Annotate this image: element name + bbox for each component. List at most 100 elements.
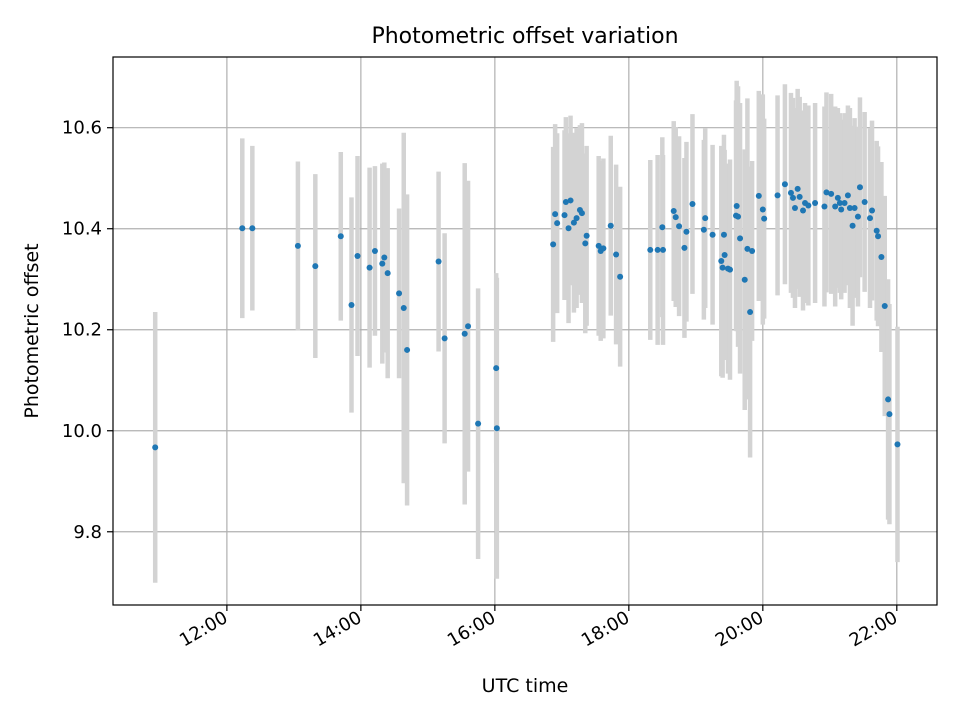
data-point (647, 246, 654, 253)
data-point (441, 335, 448, 342)
data-point (878, 254, 885, 261)
y-tick-label: 10.6 (62, 118, 102, 139)
data-point (812, 199, 819, 206)
plot-frame (112, 56, 938, 606)
data-point (600, 245, 607, 252)
y-axis-label: Photometric offset (21, 243, 43, 418)
data-point (774, 192, 781, 199)
data-point (737, 235, 744, 242)
data-point (747, 309, 754, 316)
y-tick-label: 10.2 (62, 320, 102, 341)
data-point (846, 205, 853, 212)
data-point (617, 273, 624, 280)
data-point (595, 242, 602, 249)
data-point (789, 194, 796, 201)
data-point (493, 365, 500, 372)
data-point (844, 192, 851, 199)
data-point (672, 214, 679, 221)
data-point (894, 441, 901, 448)
data-point (659, 224, 666, 231)
data-point (849, 222, 856, 229)
data-point (741, 276, 748, 283)
data-point (791, 205, 798, 212)
data-point (475, 420, 482, 427)
data-point (805, 202, 812, 209)
data-point (832, 203, 839, 210)
data-point (841, 199, 848, 206)
data-point (800, 207, 807, 214)
data-point (381, 254, 388, 261)
data-point (239, 225, 246, 232)
data-point (867, 215, 874, 222)
data-point (552, 211, 559, 218)
data-point (861, 198, 868, 205)
data-point (828, 190, 835, 197)
data-point (249, 225, 256, 232)
data-point (823, 189, 830, 196)
data-point (676, 223, 683, 230)
data-point (294, 242, 301, 249)
data-point (681, 244, 688, 251)
data-point (700, 226, 707, 233)
data-point (854, 213, 861, 220)
data-point (554, 220, 561, 227)
data-point (759, 206, 766, 213)
data-point (881, 302, 888, 309)
y-axis-ticks: 9.8 10.0 10.2 10.4 10.6 (62, 118, 113, 543)
y-tick-label: 10.0 (62, 421, 102, 442)
data-point (744, 245, 751, 252)
data-point (761, 215, 768, 222)
y-tick-label: 10.4 (62, 219, 102, 240)
data-point (384, 270, 391, 277)
data-point (702, 215, 709, 222)
data-point (836, 199, 843, 206)
data-point (834, 194, 841, 201)
data-point (794, 185, 801, 192)
data-point (709, 231, 716, 238)
data-point (654, 246, 661, 253)
data-point (733, 202, 740, 209)
data-point (719, 264, 726, 271)
data-point (796, 193, 803, 200)
data-point (493, 425, 500, 432)
data-point (755, 192, 762, 199)
x-axis-label: UTC time (482, 675, 569, 697)
data-point (366, 264, 373, 271)
data-point (582, 240, 589, 247)
data-point (886, 411, 893, 418)
data-point (720, 231, 727, 238)
data-point (567, 197, 574, 204)
y-tick-label: 9.8 (73, 522, 102, 543)
data-point (683, 228, 690, 235)
data-point (718, 258, 725, 265)
data-point (613, 251, 620, 258)
data-point (561, 212, 568, 219)
data-point (851, 205, 858, 212)
data-point (838, 206, 845, 213)
data-point (670, 208, 677, 215)
data-point (721, 251, 728, 258)
data-point (660, 246, 667, 253)
data-point (781, 181, 788, 188)
data-point (312, 263, 319, 270)
data-point (562, 198, 569, 205)
data-point (821, 203, 828, 210)
chart-title: Photometric offset variation (371, 24, 678, 49)
data-point (885, 396, 892, 403)
data-point (573, 215, 580, 222)
data-point (873, 227, 880, 234)
data-point (400, 305, 407, 312)
data-point (856, 184, 863, 191)
data-point (869, 207, 876, 214)
data-point (152, 444, 159, 451)
data-point (337, 233, 344, 240)
data-point (435, 258, 442, 265)
data-point (354, 252, 361, 259)
data-point (607, 222, 614, 229)
data-point (583, 232, 590, 239)
data-point (787, 189, 794, 196)
data-point (875, 233, 882, 240)
data-point (461, 330, 468, 337)
data-point (570, 219, 577, 226)
